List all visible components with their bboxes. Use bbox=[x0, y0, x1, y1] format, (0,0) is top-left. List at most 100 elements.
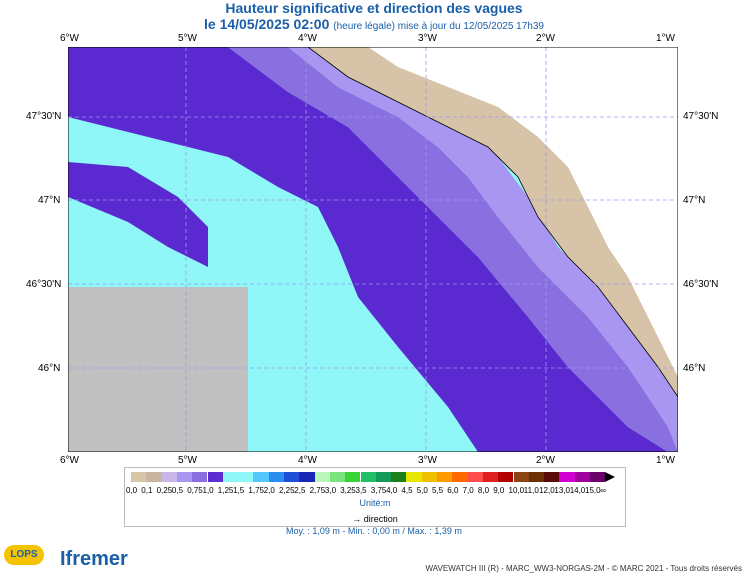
wave-band-mid bbox=[228, 47, 678, 452]
legend-swatch bbox=[345, 472, 361, 482]
y-tick-left-1: 47°N bbox=[38, 195, 61, 206]
footer-credits: WAVEWATCH III (R) - MARC_WW3-NORGAS-2M -… bbox=[425, 564, 742, 573]
legend-swatch bbox=[238, 472, 254, 482]
legend-value: 5,5 bbox=[432, 486, 444, 495]
x-tick-top-3: 3°W bbox=[418, 33, 437, 44]
legend-value: 0,0 bbox=[126, 486, 138, 495]
y-tick-left-0: 47°30'N bbox=[26, 111, 62, 122]
legend-swatch bbox=[437, 472, 453, 482]
legend-swatch bbox=[131, 472, 147, 482]
legend-value: 0,1 bbox=[141, 486, 153, 495]
lops-logo: LOPS bbox=[4, 545, 44, 565]
legend-value: 0,75 bbox=[187, 486, 203, 495]
land-interior bbox=[368, 47, 678, 377]
legend-swatch bbox=[482, 472, 499, 482]
wave-band-dark bbox=[68, 47, 668, 452]
x-tick-bottom-5: 1°W bbox=[656, 455, 675, 466]
legend-swatch bbox=[222, 472, 239, 482]
legend-value: 8,0 bbox=[477, 486, 490, 495]
forecast-date: le 14/05/2025 02:00 bbox=[204, 16, 330, 32]
legend-direction: → direction bbox=[352, 514, 398, 524]
legend-value: 10,0 bbox=[508, 486, 525, 495]
y-tick-left-3: 46°N bbox=[38, 363, 61, 374]
legend-swatch bbox=[528, 472, 545, 482]
legend-value: ∞ bbox=[600, 486, 606, 495]
legend-swatch bbox=[268, 472, 284, 482]
ifremer-logo: Ifremer bbox=[60, 548, 128, 570]
legend-value: 1,75 bbox=[248, 486, 264, 495]
legend-swatch bbox=[314, 472, 330, 482]
legend-value: 15,0 bbox=[585, 486, 601, 495]
legend-swatch bbox=[329, 472, 346, 482]
legend: 0,0 0,1 0,25 0,5 0,75 1,0 1,25 1,5 1,75 2,0 2,25 2,… bbox=[124, 467, 626, 527]
y-tick-right-2: 46°30'N bbox=[683, 279, 719, 290]
legend-value: 3,5 bbox=[355, 486, 367, 495]
x-tick-top-2: 4°W bbox=[298, 33, 317, 44]
legend-value: 3,75 bbox=[370, 486, 387, 495]
legend-value: 1,5 bbox=[233, 486, 245, 495]
legend-value: 14,0 bbox=[569, 486, 586, 495]
legend-value: 2,25 bbox=[279, 486, 295, 495]
legend-swatch bbox=[406, 472, 422, 482]
legend-value: 2,5 bbox=[294, 486, 306, 495]
legend-swatch bbox=[161, 472, 177, 482]
x-tick-bottom-4: 2°W bbox=[536, 455, 555, 466]
legend-swatch bbox=[146, 472, 162, 482]
legend-swatch bbox=[574, 472, 590, 482]
map-stats: Moy. : 1,09 m - Min. : 0,00 m / Max. : 1… bbox=[286, 526, 462, 536]
legend-value: 2,75 bbox=[309, 486, 326, 495]
x-tick-top-5: 1°W bbox=[656, 33, 675, 44]
x-tick-bottom-1: 5°W bbox=[178, 455, 197, 466]
x-tick-bottom-3: 3°W bbox=[418, 455, 437, 466]
legend-value: 1,25 bbox=[217, 486, 234, 495]
wave-band-dark-2 bbox=[68, 162, 208, 267]
legend-swatch bbox=[498, 472, 514, 482]
x-tick-top-1: 5°W bbox=[178, 33, 197, 44]
wave-map bbox=[68, 47, 678, 452]
legend-swatch bbox=[467, 472, 483, 482]
legend-swatch bbox=[207, 472, 223, 482]
legend-swatch bbox=[192, 472, 208, 482]
legend-value: 4,5 bbox=[401, 486, 413, 495]
y-tick-right-3: 46°N bbox=[683, 363, 706, 374]
x-tick-top-0: 6°W bbox=[60, 33, 79, 44]
legend-value: 13,0 bbox=[554, 486, 570, 495]
no-data-area bbox=[68, 287, 248, 452]
legend-value: 12,0 bbox=[539, 486, 555, 495]
y-tick-left-2: 46°30'N bbox=[26, 279, 62, 290]
legend-swatch bbox=[284, 472, 300, 482]
legend-value: 1,0 bbox=[202, 486, 214, 495]
legend-value: 7,0 bbox=[462, 486, 474, 495]
x-tick-bottom-0: 6°W bbox=[60, 455, 79, 466]
legend-unit: Unité:m bbox=[359, 498, 391, 508]
legend-swatch bbox=[391, 472, 407, 482]
direction-label: direction bbox=[363, 514, 398, 524]
legend-swatch bbox=[544, 472, 560, 482]
legend-swatch bbox=[590, 472, 606, 482]
legend-value: 2,0 bbox=[263, 486, 275, 495]
legend-overflow-arrow bbox=[605, 472, 616, 482]
legend-swatch bbox=[360, 472, 376, 482]
legend-swatch bbox=[513, 472, 529, 482]
update-note: (heure légale) mise à jour du 12/05/2025… bbox=[333, 21, 544, 32]
legend-swatch bbox=[299, 472, 315, 482]
legend-value: 11,0 bbox=[523, 486, 539, 495]
x-tick-top-4: 2°W bbox=[536, 33, 555, 44]
legend-swatch bbox=[176, 472, 193, 482]
legend-swatch bbox=[253, 472, 269, 482]
legend-swatch bbox=[421, 472, 437, 482]
y-tick-right-0: 47°30'N bbox=[683, 111, 719, 122]
map-subtitle: le 14/05/2025 02:00 (heure légale) mise … bbox=[0, 16, 748, 32]
legend-swatch bbox=[559, 472, 575, 482]
graticule bbox=[68, 47, 678, 452]
legend-value: 9,0 bbox=[493, 486, 505, 495]
y-tick-right-1: 47°N bbox=[683, 195, 706, 206]
legend-value: 5,0 bbox=[416, 486, 428, 495]
map-title: Hauteur significative et direction des v… bbox=[225, 0, 523, 16]
legend-value: 0,5 bbox=[171, 486, 184, 495]
legend-value: 4,0 bbox=[386, 486, 398, 495]
legend-value: 3,0 bbox=[324, 486, 337, 495]
legend-value: 0,25 bbox=[156, 486, 173, 495]
legend-value: 6,0 bbox=[447, 486, 459, 495]
legend-swatch bbox=[375, 472, 392, 482]
